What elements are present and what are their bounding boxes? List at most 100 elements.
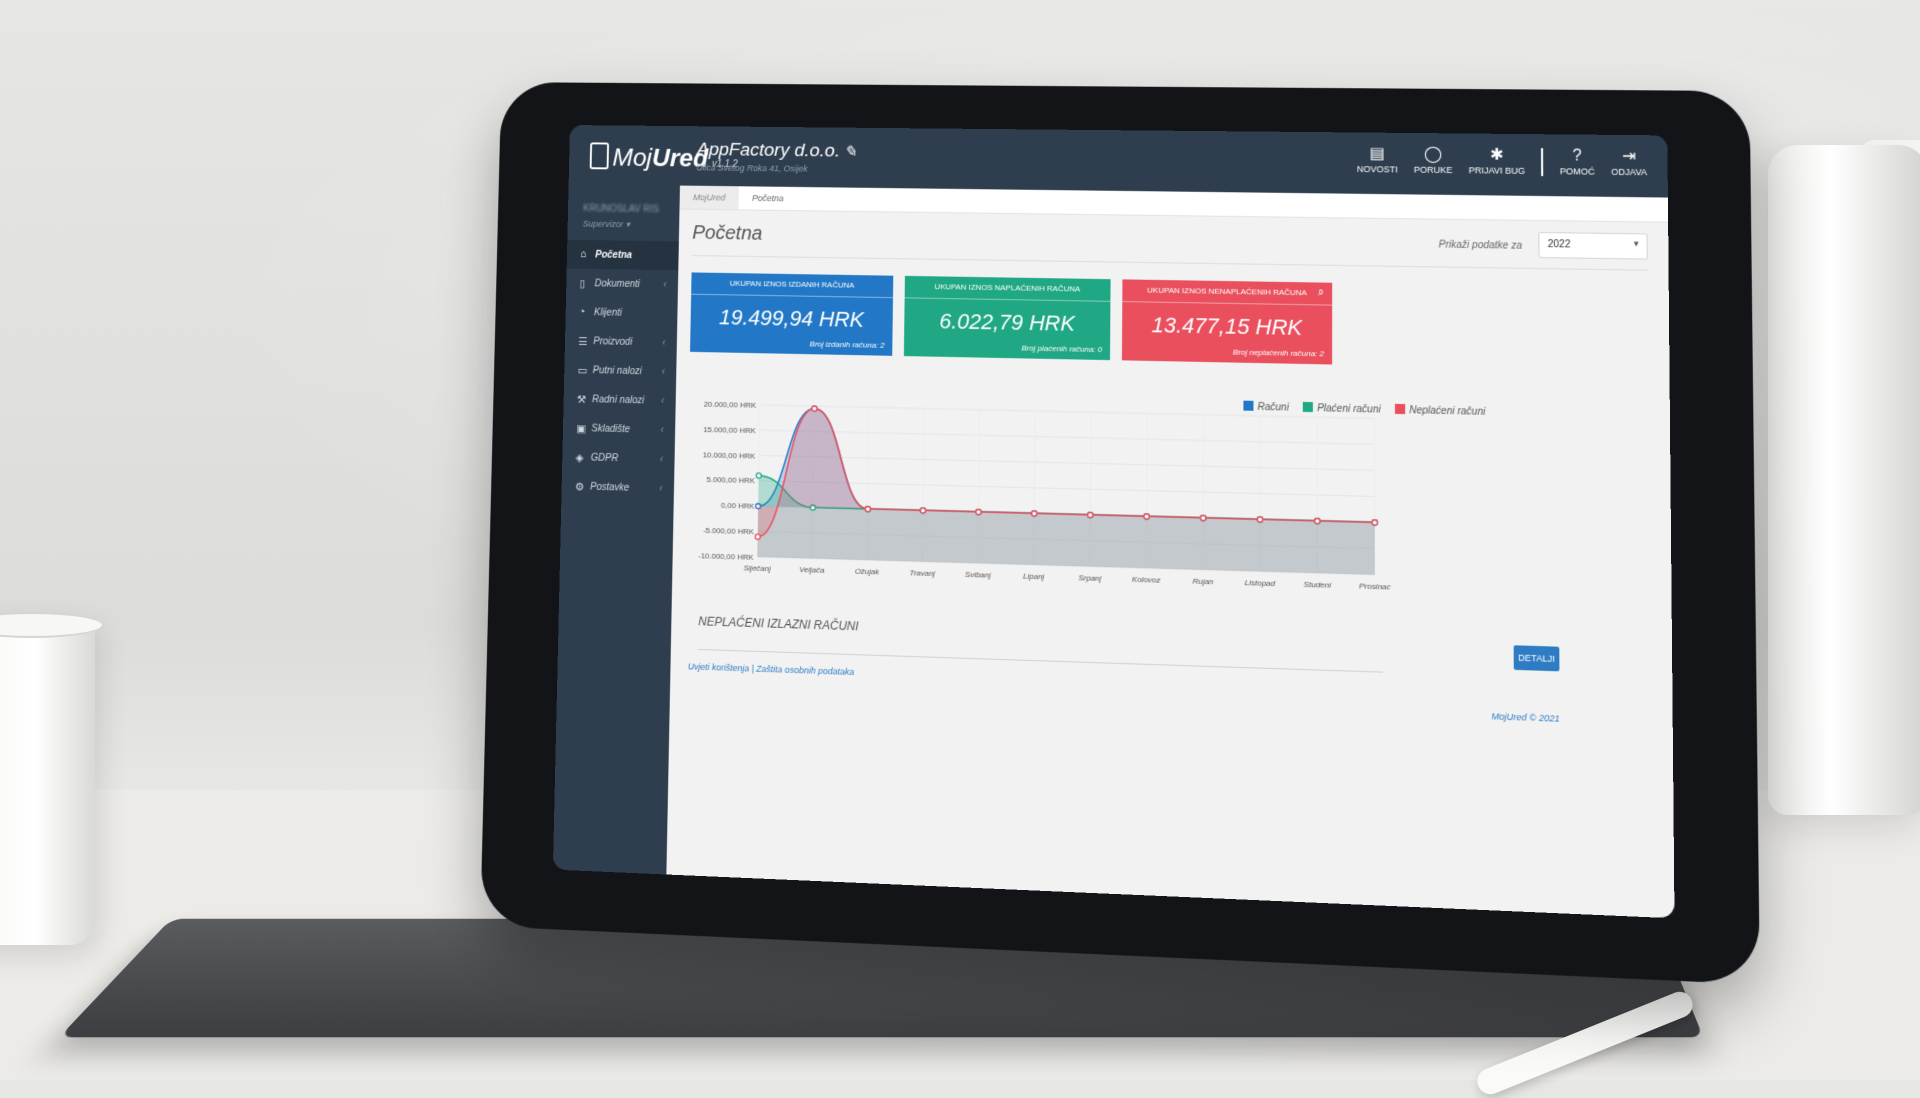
x-tick-label: Siječanj: [744, 563, 771, 573]
footer-copyright: MojUred © 2021: [1492, 711, 1560, 724]
sidebar-item-putni-nalozi[interactable]: ▭Putni nalozi ‹: [564, 355, 677, 386]
x-tick-label: Studeni: [1303, 580, 1331, 590]
search-icon[interactable]: ⌕: [1318, 286, 1324, 299]
card-unpaid-invoices: UKUPAN IZNOS NENAPLAĆENIH RAČUNA 13.477,…: [1122, 279, 1332, 364]
sidebar-item-proizvodi[interactable]: ☰Proizvodi‹: [565, 326, 677, 357]
sidebar-item-klijenti[interactable]: ◔Klijenti: [565, 297, 677, 328]
nav-label: PRIJAVI BUG: [1469, 165, 1525, 176]
sidebar-item-skladiste[interactable]: ▣Skladište‹: [563, 413, 676, 445]
sidebar-item-gdpr[interactable]: ◈GDPR ‹: [562, 442, 675, 474]
chat-icon: ◯: [1424, 145, 1442, 165]
data-point: [1144, 514, 1149, 519]
user-icon: ◔: [579, 306, 594, 318]
sidebar-item-label: Putni nalozi: [593, 365, 642, 377]
card-title: UKUPAN IZNOS IZDANIH RAČUNA: [691, 272, 893, 298]
chevron-left-icon: ‹: [660, 425, 663, 436]
chart-baseline-area: [757, 506, 1374, 575]
edit-icon[interactable]: ✎: [844, 144, 857, 161]
user-role-dropdown[interactable]: Supervizor ▾: [583, 219, 630, 230]
chevron-left-icon: ‹: [662, 366, 665, 377]
x-tick-label: Ožujak: [855, 567, 880, 577]
x-tick-label: Listopad: [1245, 578, 1276, 588]
legend-label: Neplaćeni računi: [1409, 405, 1485, 418]
card-value: 19.499,94 HRK: [690, 304, 892, 333]
x-tick-label: Travanj: [909, 568, 935, 578]
main-content: MojUred Početna Početna Prikaži podatke …: [666, 186, 1674, 919]
wrench-icon: ⚒: [577, 393, 592, 406]
year-select[interactable]: 2022 ▼: [1538, 232, 1647, 260]
y-tick-label: 5.000,00 HRK: [706, 475, 755, 485]
nav-novosti[interactable]: ▤NOVOSTI: [1357, 144, 1398, 174]
card-issued-invoices: UKUPAN IZNOS IZDANIH RAČUNA 19.499,94 HR…: [690, 272, 893, 355]
chevron-left-icon: ‹: [663, 279, 666, 290]
data-point: [1088, 512, 1093, 517]
data-point: [1032, 511, 1037, 516]
data-point: [1201, 515, 1206, 520]
tablet-screen: MojUredv1.1.2 AppFactory d.o.o.✎ Ulica S…: [553, 125, 1675, 918]
company-name: AppFactory d.o.o.: [697, 140, 841, 162]
sidebar: KRUNOSLAV RIS Supervizor ▾ ⌂Početna ▯Dok…: [553, 184, 680, 874]
sidebar-item-label: Skladište: [591, 423, 630, 435]
home-icon: ⌂: [580, 249, 595, 261]
y-tick-label: 20.000,00 HRK: [704, 400, 757, 410]
nav-prijavi-bug[interactable]: ✱PRIJAVI BUG: [1469, 145, 1526, 175]
y-tick-label: 0,00 HRK: [721, 501, 755, 511]
card-title: UKUPAN IZNOS NAPLAĆENIH RAČUNA: [905, 276, 1111, 302]
x-tick-label: Lipanj: [1023, 572, 1044, 582]
company-name-wrap: AppFactory d.o.o.✎: [697, 140, 857, 163]
nav-label: NOVOSTI: [1357, 164, 1398, 174]
y-tick-label: 10.000,00 HRK: [703, 450, 756, 460]
y-tick-label: -10.000,00 HRK: [698, 551, 754, 562]
logout-icon: ⇥: [1622, 147, 1636, 167]
help-icon: ?: [1573, 146, 1582, 166]
document-icon: ▯: [579, 277, 594, 290]
gears-icon: ⚙: [575, 480, 590, 493]
sidebar-item-dokumenti[interactable]: ▯Dokumenti‹: [566, 269, 678, 300]
chart-gridline: [759, 455, 1375, 470]
clipboard-icon: [590, 142, 609, 169]
chart-gridline: [760, 430, 1375, 444]
card-paid-invoices: UKUPAN IZNOS NAPLAĆENIH RAČUNA 6.022,79 …: [904, 276, 1111, 360]
legend-swatch: [1395, 404, 1405, 414]
breadcrumb-home[interactable]: MojUred: [680, 186, 739, 210]
data-point: [1315, 518, 1320, 523]
car-icon: ▭: [577, 364, 592, 377]
footer-links[interactable]: Uvjeti korištenja | Zaštita osobnih poda…: [688, 661, 854, 677]
breadcrumb-current: Početna: [739, 193, 784, 203]
invoice-chart: 20.000,00 HRK15.000,00 HRK10.000,00 HRK5…: [682, 384, 1396, 616]
sidebar-item-postavke[interactable]: ⚙Postavke ‹: [561, 471, 674, 503]
nav-label: ODJAVA: [1611, 167, 1647, 177]
data-point: [865, 506, 870, 511]
details-button[interactable]: DETALJI: [1514, 645, 1560, 671]
legend-item-neplaceni[interactable]: Neplaćeni računi: [1395, 404, 1485, 418]
nav-poruke[interactable]: ◯PORUKE: [1414, 145, 1453, 175]
x-tick-label: Svibanj: [965, 570, 991, 580]
card-title: UKUPAN IZNOS NENAPLAĆENIH RAČUNA: [1122, 279, 1332, 305]
data-point: [1372, 520, 1377, 525]
nav-pomoc[interactable]: ?POMOĆ: [1560, 146, 1595, 176]
sidebar-item-label: Postavke: [590, 481, 629, 493]
data-point: [1257, 517, 1262, 522]
sidebar-item-label: GDPR: [591, 452, 619, 463]
data-point: [755, 534, 760, 539]
sidebar-item-pocetna[interactable]: ⌂Početna: [567, 240, 679, 271]
nav-separator: [1541, 148, 1543, 176]
year-filter-label: Prikaži podatke za: [1439, 240, 1522, 252]
sidebar-item-radni-nalozi[interactable]: ⚒Radni nalozi ‹: [563, 384, 676, 416]
x-tick-label: Rujan: [1192, 576, 1213, 586]
nav-label: PORUKE: [1414, 165, 1453, 175]
card-value: 6.022,79 HRK: [904, 308, 1110, 337]
sidebar-item-label: Radni nalozi: [592, 394, 644, 406]
section-title: NEPLAĆENI IZLAZNI RAČUNI: [698, 614, 859, 633]
vase: [1768, 145, 1920, 815]
chevron-left-icon: ‹: [660, 454, 663, 465]
shield-icon: ◈: [575, 451, 590, 464]
page-title: Početna: [692, 222, 762, 245]
chart-gridline: [760, 405, 1375, 419]
sidebar-item-label: Početna: [595, 249, 632, 260]
company-address: Ulica Svetog Roka 41, Osijek: [696, 163, 807, 174]
chevron-left-icon: ‹: [661, 395, 664, 406]
chevron-left-icon: ‹: [659, 483, 662, 494]
data-point: [812, 406, 817, 411]
nav-odjava[interactable]: ⇥ODJAVA: [1611, 147, 1647, 177]
